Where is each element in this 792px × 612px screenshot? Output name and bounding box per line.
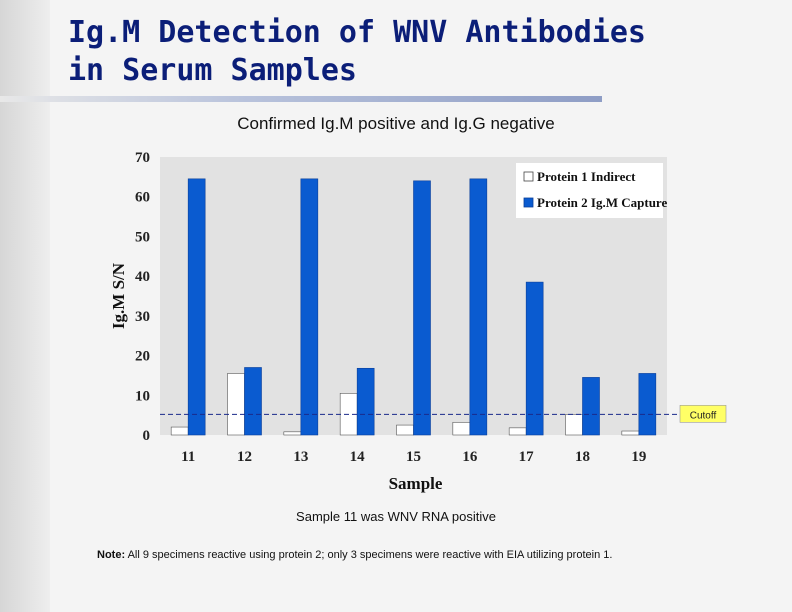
bar-protein-2-igm-capture: [187, 178, 206, 436]
x-tick-label: 18: [575, 449, 590, 465]
bar-protein-1-indirect: [227, 373, 245, 436]
legend-swatch-protein-2: [523, 197, 534, 208]
y-tick-label: 60: [135, 190, 150, 206]
bar-protein-1-indirect: [170, 426, 189, 436]
bar-protein-1-indirect: [452, 421, 471, 436]
legend-entry: Protein 2 Ig.M Capture: [537, 195, 667, 210]
slide-title-line-1: Ig.M Detection of WNV Antibodies: [68, 15, 646, 50]
footnote: Note: All 9 specimens reactive using pro…: [97, 549, 612, 561]
rna-note: Sample 11 was WNV RNA positive: [296, 509, 496, 524]
footnote-label: Note:: [97, 549, 126, 561]
bar-protein-2-igm-capture: [469, 178, 488, 436]
x-axis-ticks: 11 12 13 14 15 16 17 18 19: [181, 449, 646, 465]
slide-title: Ig.M Detection of WNV Antibodies in Seru…: [68, 14, 708, 90]
y-tick-label: 0: [143, 428, 151, 444]
y-tick-label: 30: [135, 309, 150, 325]
x-tick-label: 14: [350, 449, 366, 465]
bar-protein-2-igm-capture: [356, 367, 375, 436]
bar-protein-1-indirect: [508, 427, 527, 436]
footnote-text: All 9 specimens reactive using protein 2…: [127, 549, 613, 561]
bar-protein-2-igm-capture: [244, 367, 262, 436]
y-tick-label: 10: [135, 388, 150, 404]
bar-protein-2-igm-capture: [525, 281, 544, 436]
bar-protein-2-igm-capture: [638, 373, 657, 436]
x-tick-label: 12: [237, 449, 252, 465]
chart-subtitle: Confirmed Ig.M positive and Ig.G negativ…: [237, 114, 555, 133]
y-axis-ticks: 0 10 20 30 40 50 60 70: [135, 150, 150, 444]
cutoff-label: Cutoff: [690, 410, 717, 421]
title-underline: [0, 96, 602, 102]
bar-protein-2-igm-capture: [582, 377, 600, 436]
x-tick-label: 19: [631, 449, 646, 465]
legend-entry: Protein 1 Indirect: [537, 169, 636, 184]
y-tick-label: 40: [135, 269, 150, 285]
bar-protein-1-indirect: [621, 430, 640, 436]
bar-series: [170, 178, 657, 436]
legend-box: [516, 163, 663, 218]
x-tick-label: 13: [293, 449, 308, 465]
bar-protein-1-indirect: [283, 431, 302, 436]
legend: Protein 1 Indirect Protein 2 Ig.M Capture: [516, 163, 667, 218]
x-tick-label: 15: [406, 449, 421, 465]
y-tick-label: 20: [135, 349, 150, 365]
legend-swatch-protein-1: [523, 171, 534, 182]
x-tick-label: 16: [462, 449, 478, 465]
x-tick-label: 17: [519, 449, 535, 465]
y-tick-label: 50: [135, 229, 150, 245]
slide-title-line-2: in Serum Samples: [68, 53, 357, 88]
cutoff-label-box: [679, 405, 727, 423]
y-axis-title: Ig.M S/N: [109, 262, 128, 329]
x-tick-label: 11: [181, 449, 195, 465]
x-axis-title: Sample: [389, 474, 443, 493]
bar-protein-1-indirect: [565, 414, 583, 436]
bar-protein-2-igm-capture: [300, 178, 319, 436]
bar-protein-1-indirect: [396, 424, 414, 436]
sidebar-gradient-bar: [0, 0, 50, 612]
bar-protein-2-igm-capture: [413, 180, 431, 436]
y-tick-label: 70: [135, 150, 150, 166]
